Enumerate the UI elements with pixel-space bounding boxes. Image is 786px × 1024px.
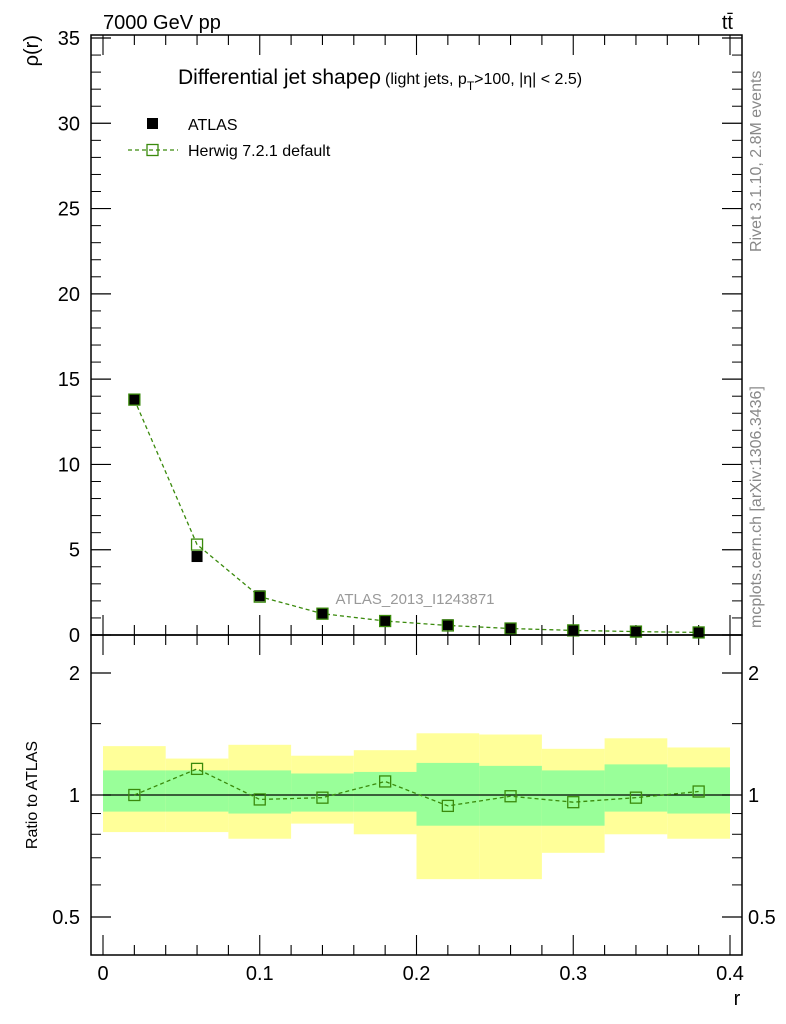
ratio-plot-panel: 0.5 0.5 1 1 2 2 0 0.1 0.2 0.3 0.4 Ratio to ATLAS r [24, 634, 776, 1010]
ratio-stat-uncertainty-band [165, 770, 229, 812]
analysis-watermark: ATLAS_2013_I1243871 [335, 591, 494, 608]
herwig-data-point [567, 624, 580, 637]
ratio-herwig-point [441, 799, 455, 813]
main-y-tick-label: 5 [69, 540, 80, 562]
legend-atlas-marker [147, 118, 158, 129]
ratio-stat-uncertainty-band [416, 762, 480, 826]
herwig-data-point [692, 626, 705, 639]
ratio-y-tick-label: 0.5 [52, 907, 80, 929]
ratio-herwig-point [378, 775, 392, 788]
x-tick-label: 0.1 [246, 963, 274, 985]
ratio-stat-uncertainty-band [353, 771, 417, 812]
herwig-data-point [253, 590, 266, 603]
chart-title: Differential jet shapeρ (light jets, pT>1… [178, 66, 582, 93]
x-tick-label: 0 [97, 963, 108, 985]
main-y-tick-label: 10 [58, 454, 80, 476]
atlas-data-point [505, 623, 517, 635]
atlas-data-point [128, 394, 140, 406]
x-tick-label: 0.4 [716, 963, 744, 985]
herwig-data-point [316, 607, 329, 620]
legend: ATLAS Herwig 7.2.1 default [128, 117, 331, 160]
main-y-tick-label: 20 [58, 284, 80, 306]
mcplots-source-label: mcplots.cern.ch [arXiv:1306.3436] [748, 386, 765, 628]
ratio-herwig-point [629, 791, 643, 804]
ratio-y-tick-label: 1 [69, 785, 80, 807]
atlas-data-point [316, 608, 328, 620]
herwig-data-point [190, 538, 204, 551]
atlas-data-point [254, 590, 266, 602]
ratio-herwig-point [128, 788, 141, 802]
ratio-stat-uncertainty-band [667, 767, 730, 814]
ratio-herwig-point [567, 796, 580, 809]
atlas-data-point [630, 626, 642, 638]
legend-herwig-marker [146, 143, 159, 157]
ratio-herwig-point [190, 762, 204, 776]
atlas-data-point [442, 619, 454, 631]
herwig-data-point [378, 614, 392, 628]
ratio-herwig-point [316, 791, 329, 804]
herwig-data-point [128, 393, 141, 406]
ratio-herwig-point [504, 790, 517, 803]
ratio-stat-uncertainty-band [541, 770, 605, 826]
herwig-series-line [133, 399, 699, 634]
ratio-y-tick-label: 2 [69, 663, 80, 685]
herwig-data-point [629, 625, 643, 638]
ratio-stat-uncertainty-band [604, 764, 668, 812]
rivet-info-label: Rivet 3.1.10, 2.8M events [748, 71, 765, 252]
main-y-tick-label: 35 [58, 28, 80, 50]
ratio-y-tick-label-right: 2 [748, 663, 759, 685]
legend-herwig-label: Herwig 7.2.1 default [188, 143, 331, 160]
energy-label: 7000 GeV pp [103, 12, 221, 34]
chart-title-sub-2: >100, |η| < 2.5) [474, 71, 582, 88]
ratio-y-tick-label-right: 1 [748, 785, 759, 807]
atlas-data-point [567, 624, 579, 636]
ratio-stat-uncertainty-band [103, 770, 166, 812]
ratio-herwig-point [253, 793, 266, 806]
ratio-herwig-point [692, 785, 705, 798]
herwig-data-point [441, 619, 455, 632]
atlas-data-point [191, 551, 203, 563]
legend-atlas-label: ATLAS [188, 117, 238, 134]
ratio-y-axis-label: Ratio to ATLAS [24, 741, 41, 849]
x-tick-label: 0.2 [403, 963, 431, 985]
process-label: tt̄ [722, 12, 734, 34]
chart-title-sub-t: T [467, 79, 475, 93]
atlas-data-point [693, 626, 705, 638]
main-y-axis-label: ρ(r) [21, 35, 43, 66]
ratio-herwig-line [134, 768, 699, 807]
x-tick-label: 0.3 [559, 963, 587, 985]
main-y-tick-label: 30 [58, 113, 80, 135]
ratio-stat-uncertainty-band [228, 770, 292, 814]
chart-title-sub-1: (light jets, p [385, 71, 467, 88]
main-y-tick-label: 15 [58, 369, 80, 391]
ratio-y-tick-label-right: 0.5 [748, 907, 776, 929]
x-axis-label: r [734, 988, 741, 1010]
atlas-data-point [379, 615, 391, 627]
main-y-tick-label: 0 [69, 625, 80, 647]
main-y-tick-label: 25 [58, 199, 80, 221]
herwig-data-point [504, 622, 517, 635]
main-plot-panel: 0 5 10 15 20 25 30 35 ρ(r) Differential jet sha… [21, 28, 743, 655]
chart-title-main: Differential jet shapeρ [178, 66, 381, 89]
